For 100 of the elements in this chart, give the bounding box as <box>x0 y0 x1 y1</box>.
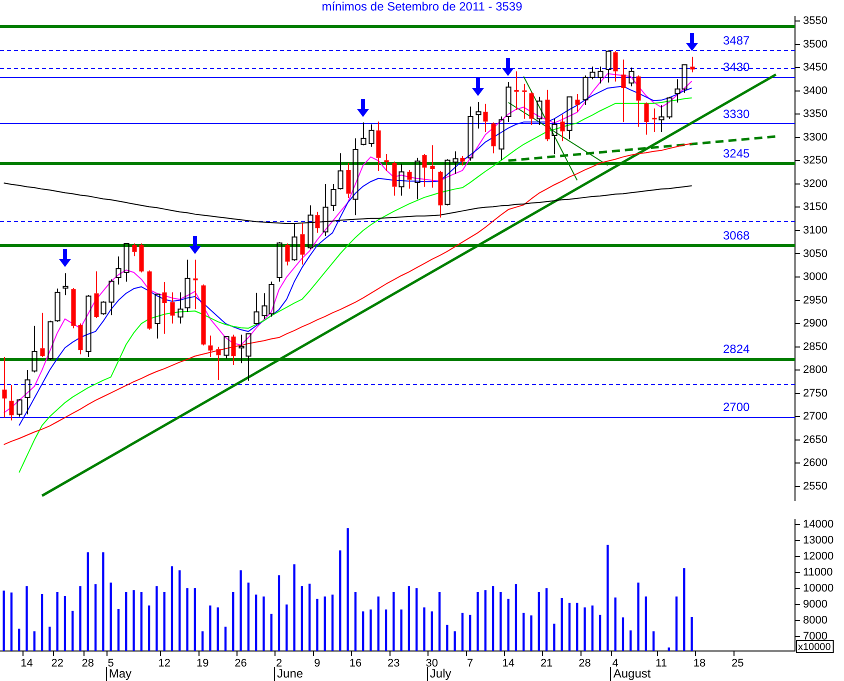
candlestick <box>162 282 167 334</box>
candlestick <box>566 96 572 140</box>
candlestick <box>352 138 358 216</box>
candlestick <box>254 292 260 325</box>
candlestick <box>285 243 290 266</box>
ref-line-label: 3245 <box>723 146 750 160</box>
y-tick-label: 3250 <box>803 154 828 167</box>
x-tick-label: 11 <box>656 658 667 670</box>
candlestick <box>575 94 580 112</box>
candlestick <box>468 106 474 162</box>
y-tick-label: 8000 <box>803 614 828 627</box>
candlestick <box>124 243 130 282</box>
candlestick <box>658 104 664 132</box>
candlestick <box>690 56 695 73</box>
candlestick <box>506 82 512 123</box>
candlestick <box>178 292 184 324</box>
candlestick <box>476 102 482 130</box>
candlestick <box>498 116 504 160</box>
y-tick-label: 3200 <box>803 178 828 190</box>
candlestick <box>94 270 99 318</box>
candlestick <box>460 156 465 166</box>
candlestick <box>32 325 38 373</box>
candlestick <box>300 222 305 265</box>
candlestick <box>430 144 435 188</box>
y-tick-label: 3400 <box>803 84 828 97</box>
candlestick <box>132 243 137 257</box>
candlestick <box>78 323 83 355</box>
y-tick-label: 3550 <box>803 15 828 28</box>
candlestick <box>536 96 542 126</box>
candlestick <box>652 108 657 132</box>
y-axis-title: x10000 <box>798 642 832 653</box>
chart-title: mínimos de Setembro de 2011 - 3539 <box>322 0 523 14</box>
candlestick <box>184 259 190 312</box>
candlestick <box>483 103 488 132</box>
candlestick <box>193 259 198 310</box>
y-tick-label: 3050 <box>803 248 828 260</box>
y-tick-label: 13000 <box>803 534 834 546</box>
ref-line-label: 3487 <box>723 34 750 48</box>
candlestick <box>71 288 76 329</box>
candlestick <box>636 75 641 128</box>
candlestick <box>201 284 206 346</box>
y-tick-label: 2700 <box>803 410 828 423</box>
y-tick-label: 3150 <box>803 201 828 214</box>
candlestick <box>384 154 389 172</box>
y-tick-label: 2750 <box>803 387 828 400</box>
candlestick <box>116 256 122 285</box>
candlestick <box>139 243 144 273</box>
candlestick <box>644 102 649 136</box>
candlestick <box>208 335 213 358</box>
y-tick-label: 10000 <box>803 582 834 595</box>
candlestick <box>231 334 236 366</box>
x-tick-label: 26 <box>234 658 247 670</box>
candlestick <box>621 59 626 123</box>
candlestick <box>606 50 612 83</box>
y-tick-label: 3300 <box>803 131 828 144</box>
x-tick-label: 19 <box>196 658 209 670</box>
x-tick-label: 23 <box>388 658 400 670</box>
candlestick <box>452 150 458 174</box>
candlestick <box>368 124 374 148</box>
y-tick-label: 7000 <box>803 630 828 643</box>
x-tick-label: 18 <box>693 658 706 670</box>
candlestick <box>315 211 320 234</box>
x-tick-label: 14 <box>20 658 33 670</box>
candlestick <box>598 66 604 84</box>
y-tick-label: 3000 <box>803 271 828 284</box>
x-tick-label: 12 <box>158 658 170 670</box>
ref-line-label: 2824 <box>723 342 750 356</box>
candlestick <box>338 152 344 190</box>
y-tick-label: 12000 <box>803 550 834 562</box>
candlestick <box>438 170 443 218</box>
y-tick-label: 3350 <box>803 108 828 120</box>
y-tick-label: 11000 <box>803 566 833 579</box>
candlestick <box>224 336 230 359</box>
x-tick-label: 9 <box>314 658 320 670</box>
y-tick-label: 3500 <box>803 38 828 50</box>
y-tick-label: 3100 <box>803 224 828 237</box>
candlestick <box>40 312 45 358</box>
y-tick-label: 2600 <box>803 457 828 470</box>
candlestick <box>154 294 160 339</box>
x-tick-label: 25 <box>732 658 744 670</box>
candlestick <box>613 50 618 82</box>
candlestick <box>560 114 565 142</box>
ref-line-label: 3068 <box>723 228 750 243</box>
candlestick <box>2 356 7 418</box>
x-tick-label: 28 <box>578 658 591 670</box>
candlestick <box>330 183 336 212</box>
candlestick <box>491 122 496 154</box>
candlestick <box>398 163 404 196</box>
y-tick-label: 3450 <box>803 62 828 74</box>
y-tick-label: 14000 <box>803 518 834 530</box>
candlestick <box>522 83 527 120</box>
x-tick-label: 28 <box>82 658 94 670</box>
candlestick <box>24 370 30 415</box>
candlestick <box>422 154 427 188</box>
ref-line-label: 3330 <box>723 106 750 121</box>
x-tick-label: 22 <box>51 658 64 670</box>
candlestick <box>552 118 558 155</box>
y-tick-label: 2950 <box>803 294 828 306</box>
candlestick <box>216 346 221 380</box>
x-tick-label: 21 <box>540 658 553 670</box>
